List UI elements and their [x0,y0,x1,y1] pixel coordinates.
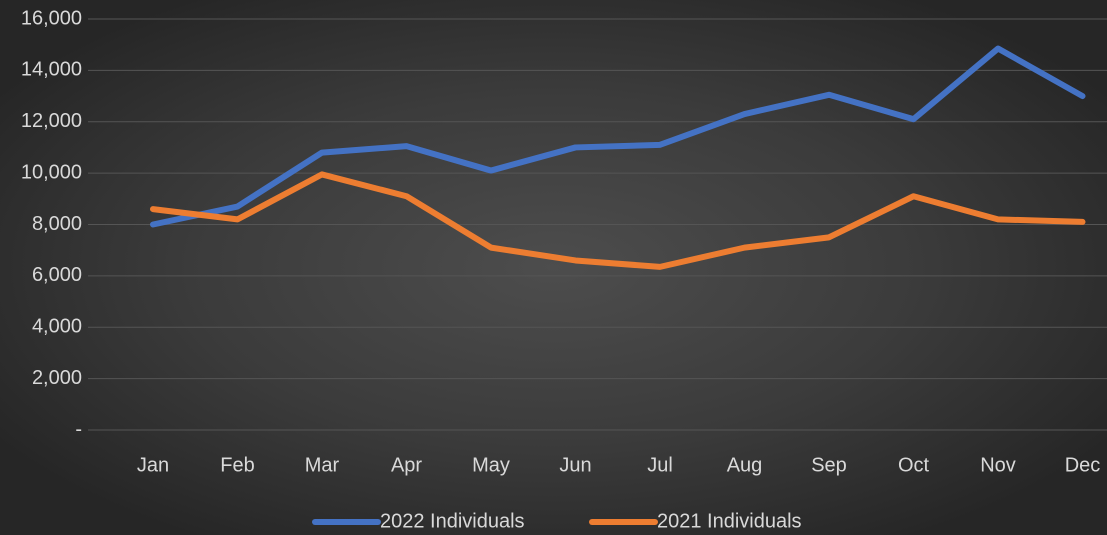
x-tick-label: Sep [811,454,847,476]
series-line [150,45,1086,228]
x-tick-label: May [472,454,510,476]
x-tick-label: Nov [980,454,1016,476]
y-tick-label: 8,000 [32,213,82,235]
x-tick-label: Jan [137,454,169,476]
x-tick-label: Feb [220,454,254,476]
y-tick-label: 2,000 [32,367,82,389]
y-tick-label: 6,000 [32,264,82,286]
y-tick-label: 10,000 [21,161,82,183]
x-tick-label: Jul [647,454,673,476]
x-tick-label: Aug [727,454,763,476]
x-tick-label: Dec [1065,454,1101,476]
y-tick-label: - [75,418,82,440]
x-tick-label: Apr [391,454,422,476]
y-tick-label: 14,000 [21,59,82,81]
y-tick-label: 4,000 [32,316,82,338]
x-tick-label: Jun [559,454,591,476]
x-tick-label: Mar [305,454,340,476]
y-tick-label: 16,000 [21,7,82,29]
x-tick-label: Oct [898,454,930,476]
series-line [150,171,1086,270]
legend-label: 2022 Individuals [380,510,525,532]
y-tick-label: 12,000 [21,110,82,132]
legend-label: 2021 Individuals [657,510,802,532]
